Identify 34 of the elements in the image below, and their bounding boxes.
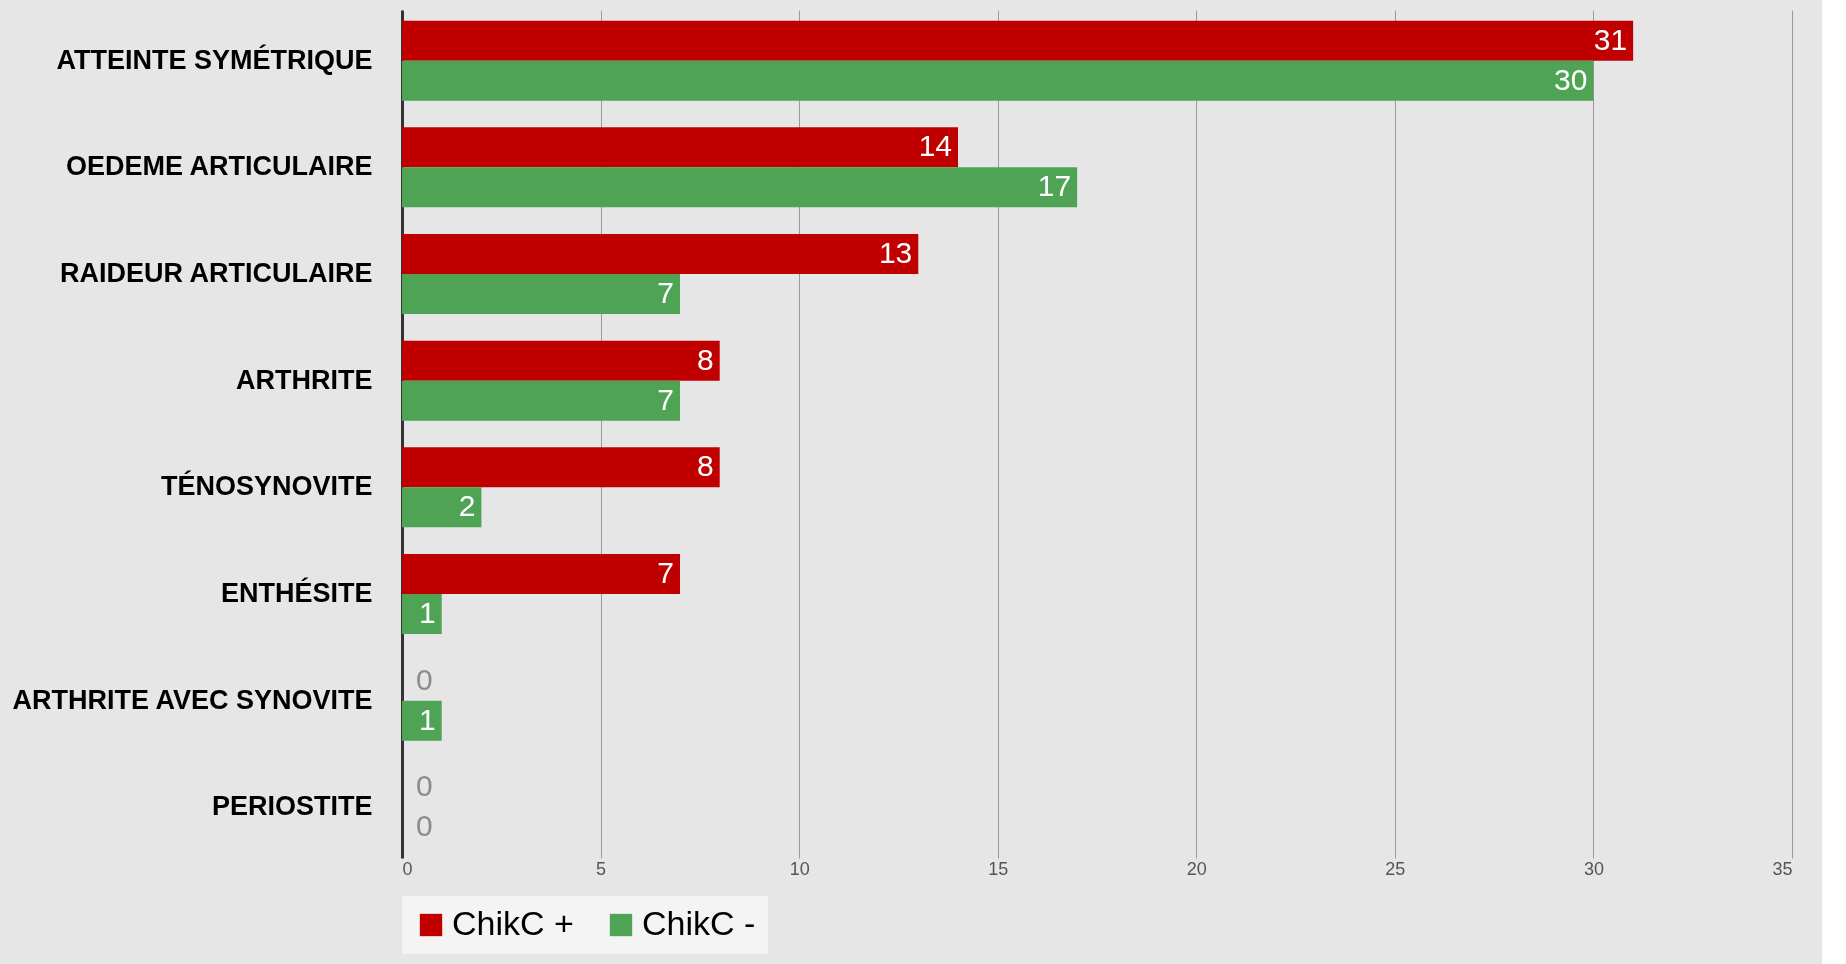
y-tick-label: ARTHRITE AVEC SYNOVITE [12, 684, 373, 715]
data-label: 17 [1037, 169, 1072, 203]
y-tick-label: ARTHRITE [236, 364, 373, 395]
x-tick-label: 35 [1772, 858, 1793, 879]
y-tick-label: OEDEME ARTICULAIRE [65, 151, 373, 182]
data-label: 13 [878, 236, 913, 269]
data-label: 2 [458, 489, 476, 523]
data-label: 30 [1554, 62, 1588, 96]
y-tick-label: TÉNOSYNOVITE [160, 470, 373, 502]
x-tick-label: 25 [1385, 858, 1406, 879]
x-tick-label: 10 [789, 858, 810, 879]
data-label: 0 [416, 809, 433, 843]
legend-label: ChikC + [452, 904, 574, 942]
data-label: 0 [416, 769, 433, 803]
x-tick-label: 30 [1583, 858, 1604, 879]
legend-label: ChikC - [642, 904, 756, 942]
data-label: 14 [918, 129, 952, 163]
x-tick-label: 15 [988, 858, 1009, 879]
y-tick-label: ATTEINTE SYMÉTRIQUE [56, 43, 373, 75]
data-label: 1 [419, 702, 436, 736]
data-label: 1 [419, 596, 436, 629]
y-tick-label: ENTHÉSITE [220, 577, 373, 608]
data-label: 7 [657, 276, 674, 309]
x-tick-label: 20 [1186, 858, 1207, 879]
data-label: 8 [697, 449, 714, 483]
data-label: 31 [1593, 22, 1628, 56]
data-label: 7 [657, 382, 674, 416]
y-tick-label: PERIOSTITE [211, 791, 373, 822]
data-label: 8 [697, 342, 714, 376]
data-label: 7 [657, 556, 674, 589]
y-tick-label: RAIDEUR ARTICULAIRE [60, 258, 373, 288]
x-tick-label: 0 [402, 858, 413, 879]
data-label: 0 [416, 662, 433, 696]
x-tick-label: 5 [596, 858, 607, 879]
